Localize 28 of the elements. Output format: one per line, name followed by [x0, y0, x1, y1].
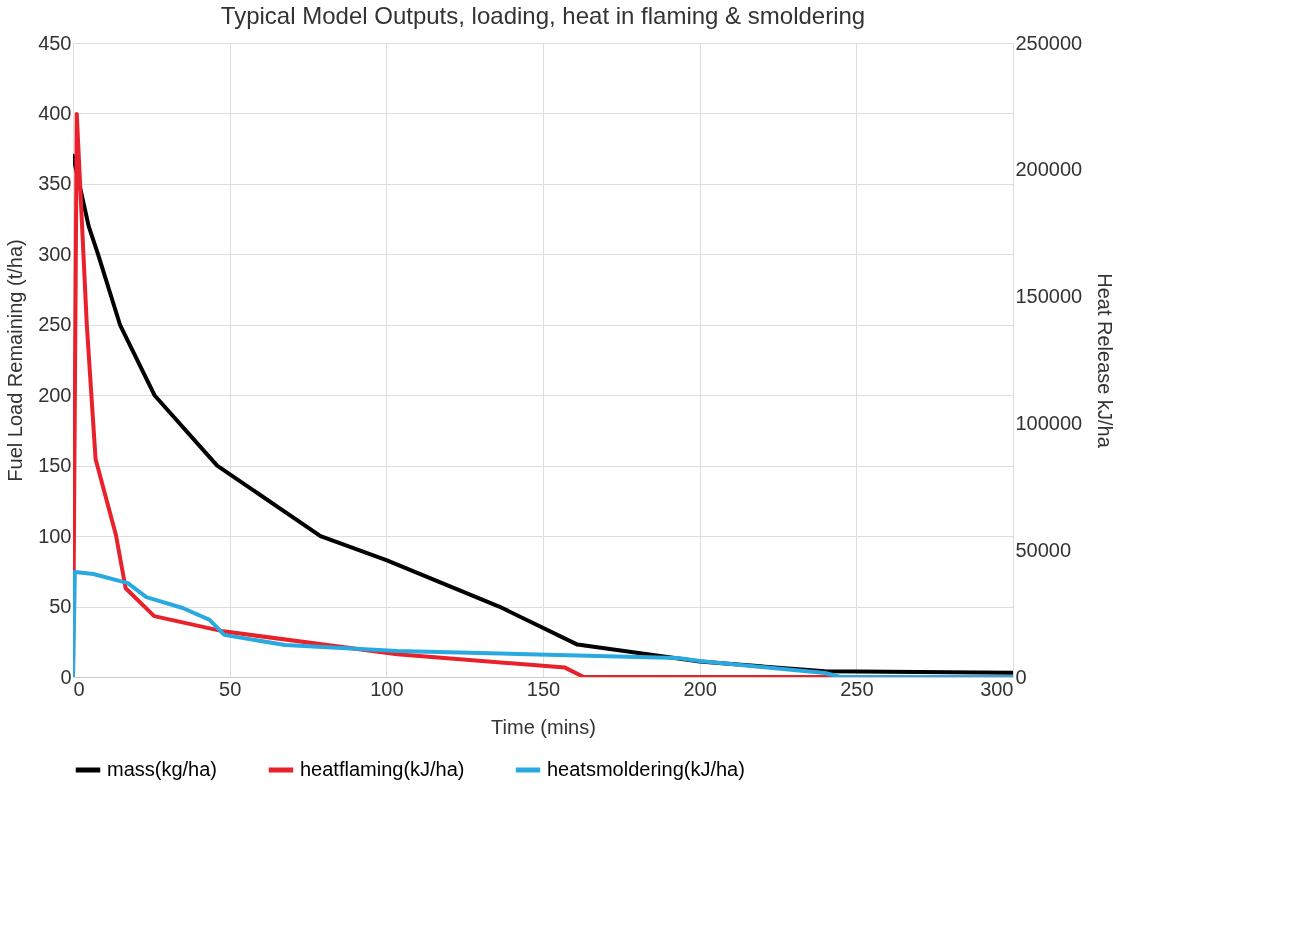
y-tick-label: 50: [49, 595, 72, 618]
legend-label: heatsmoldering(kJ/ha): [547, 758, 745, 780]
x-tick-label: 100: [370, 677, 404, 700]
x-tick-label: 50: [219, 677, 242, 700]
x-tick-label: 250: [840, 677, 874, 700]
y2-tick-label: 150000: [1015, 285, 1083, 308]
y-tick-label: 200: [38, 383, 72, 406]
line-series: [73, 570, 1013, 677]
y-tick-label: 250: [38, 313, 72, 336]
y-tick-label: 300: [38, 242, 72, 265]
y-axis-title: Fuel Load Remaining (t/ha): [4, 239, 27, 482]
y-tick-label: 400: [38, 101, 72, 124]
x-tick-label: 150: [526, 677, 561, 700]
y2-tick-label: 200000: [1015, 158, 1083, 181]
y2-tick-label: 250000: [1015, 31, 1083, 54]
legend-label: heatflaming(kJ/ha): [300, 758, 465, 780]
chart-title: Typical Model Outputs, loading, heat in flaming & smoldering: [220, 2, 866, 29]
x-tick-label: 300: [980, 677, 1014, 700]
y-tick-label: 150: [38, 454, 72, 477]
y2-tick-label: 100000: [1015, 411, 1083, 434]
legend-label: mass(kg/ha): [107, 758, 218, 780]
y2-tick-label: 50000: [1015, 538, 1072, 561]
y-tick-label: 350: [38, 172, 72, 195]
y-tick-label: 450: [38, 31, 72, 54]
x-axis-title: Time (mins): [491, 715, 596, 738]
x-tick-label: 200: [683, 677, 717, 700]
y2-axis-title: Heat Release kJ/ha: [1094, 273, 1117, 449]
y-tick-label: 100: [38, 524, 72, 547]
